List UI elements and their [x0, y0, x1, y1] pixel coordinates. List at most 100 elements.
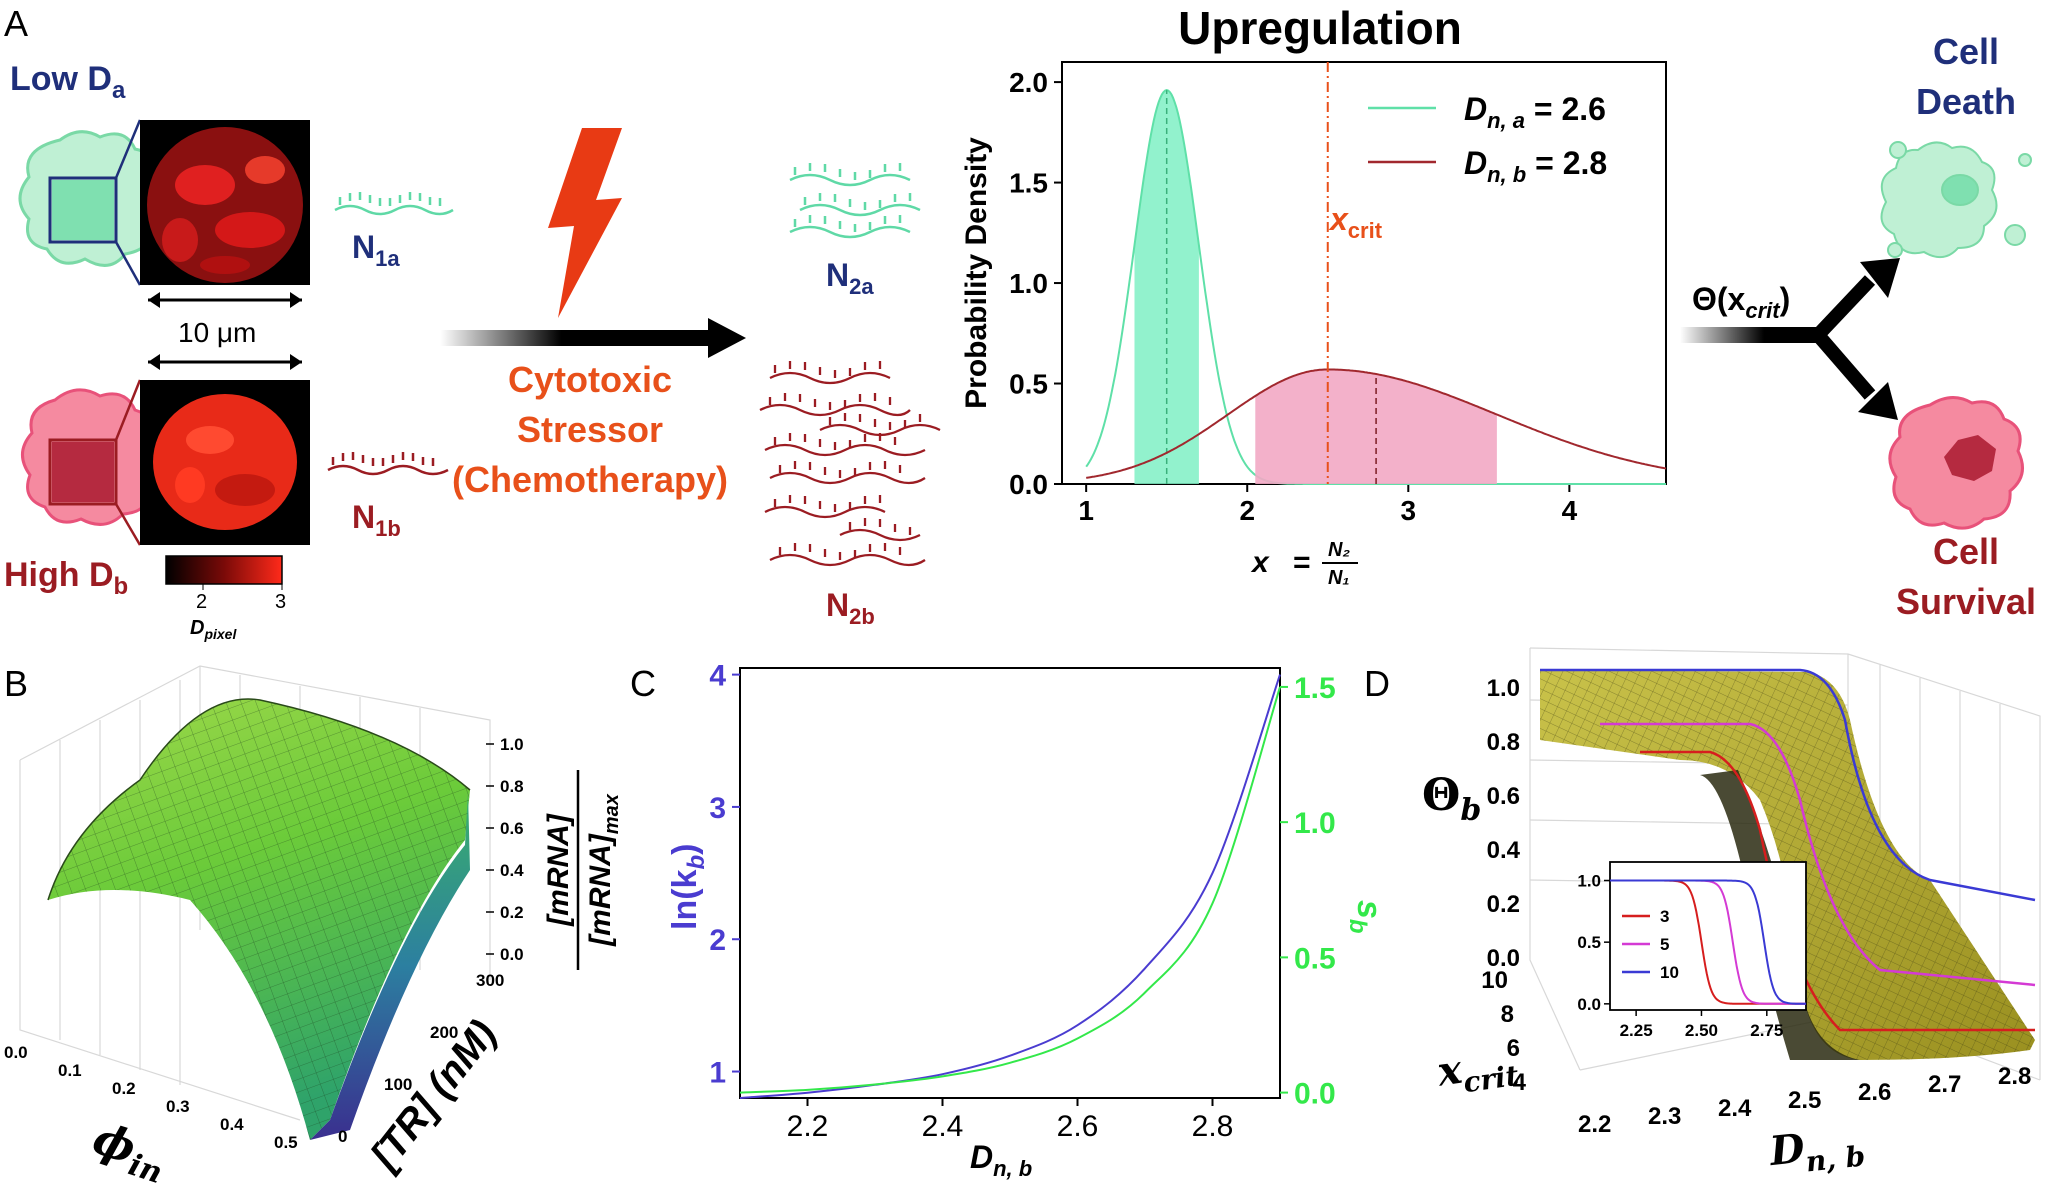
zoom-box-high — [48, 438, 118, 506]
d-xtick-label-4: 2.6 — [1858, 1079, 1891, 1106]
upregulation-title: Upregulation — [1178, 2, 1462, 54]
b-xtick-label-3: 0.3 — [166, 1097, 190, 1116]
c-plot-frame — [739, 667, 1281, 1099]
colorbar-tick-3: 3 — [275, 591, 286, 613]
c-ytick-left-label-0: 1 — [709, 1057, 726, 1090]
b-xtick-label-2: 0.2 — [112, 1079, 136, 1098]
colorbar-label: Dpixel — [190, 617, 237, 642]
d-inset-xtick-label-1: 2.50 — [1685, 1021, 1718, 1040]
d-curve-3 — [1640, 750, 2035, 1032]
b-ztick-label-2: 0.4 — [500, 861, 524, 880]
low-da-label: Low Da — [10, 60, 126, 104]
cell-low-da — [18, 119, 163, 286]
b-ytick-label-2: 200 — [430, 1023, 458, 1042]
surface-b: 0.0 0.1 0.2 0.3 0.4 0.5 0 100 200 300 0.0 0.2 0.4 0… — [4, 665, 623, 1188]
d-inset-xtick-label-0: 2.25 — [1620, 1021, 1653, 1040]
c-ytick-left-label-3: 4 — [709, 660, 726, 693]
upregulation-chart: Upregulation 1 2 3 4 0.0 0.5 1.0 1.5 2.0 Probabi… — [960, 2, 1667, 589]
d-inset-frame — [1609, 861, 1807, 1011]
microscopy-high-db — [140, 380, 310, 545]
c-ytick-right-label-1: 0.5 — [1294, 942, 1336, 975]
n2b-label: N2b — [826, 587, 875, 629]
d-ytick-label-3: 10 — [1481, 967, 1508, 994]
c-xlabel: Dn, b — [970, 1139, 1032, 1181]
c-curve-0 — [739, 674, 1281, 1099]
stressor-line-2: Stressor — [517, 409, 663, 450]
stressor-label: Cytotoxic Stressor (Chemotherapy) — [452, 359, 728, 500]
d-inset-curve-2 — [1610, 879, 1806, 1005]
panel-label-d: D — [1364, 663, 1390, 704]
c-ytick-left-label-2: 3 — [709, 792, 726, 825]
d-xtick-label-5: 2.7 — [1928, 1071, 1961, 1098]
scale-bar: 10 μm — [148, 292, 302, 370]
upregulation-ytick-label-0: 0.0 — [1009, 469, 1048, 500]
b-xtick-label-4: 0.4 — [220, 1115, 244, 1134]
b-zlabel-num: [mRNA] — [542, 813, 575, 927]
d-ztick-label-0: 0.0 — [1487, 945, 1520, 972]
cell-death-line-2: Death — [1916, 81, 2016, 122]
upregulation-xlabel-num: N₂ — [1328, 539, 1350, 561]
colorbar: 2 3 Dpixel — [165, 555, 286, 642]
b-xtick-label-0: 0.0 — [4, 1043, 28, 1062]
c-xtick-label-1: 2.4 — [922, 1110, 964, 1143]
c-xtick-label-3: 2.8 — [1192, 1110, 1234, 1143]
d-inset: 2.25 2.50 2.75 0.0 0.5 1.0 3 5 10 — [1577, 861, 1807, 1040]
c-ytick-right-label-0: 0.0 — [1294, 1078, 1336, 1111]
d-ztick-label-2: 0.4 — [1487, 837, 1521, 864]
d-ztick-label-1: 0.2 — [1487, 891, 1520, 918]
c-xtick-label-2: 2.6 — [1057, 1110, 1099, 1143]
upregulation-xtick-label-2: 3 — [1401, 495, 1417, 526]
b-zlabel: [mRNA] [mRNA]max — [542, 770, 623, 970]
dead-cell-icon — [1880, 141, 2032, 259]
cell-survival-text: Cell Survival — [1896, 531, 2036, 622]
d-xtick-label-6: 2.8 — [1998, 1063, 2031, 1090]
upregulation-xlabel: x = N₂ N₁ — [1250, 539, 1358, 589]
b-ztick-label-5: 1.0 — [500, 735, 524, 754]
d-ztick-label-3: 0.6 — [1487, 783, 1520, 810]
b-xtick-label-1: 0.1 — [58, 1061, 82, 1080]
upregulation-xlabel-den: N₁ — [1328, 567, 1349, 589]
stressor-line-1: Cytotoxic — [508, 359, 672, 400]
b-ytick-label-1: 100 — [384, 1075, 412, 1094]
survival-cell-icon — [1888, 396, 2024, 530]
d-inset-xtick-label-2: 2.75 — [1750, 1021, 1783, 1040]
upregulation-xtick-label-1: 2 — [1239, 495, 1255, 526]
d-inset-ytick-label-2: 1.0 — [1577, 872, 1601, 891]
d-ytick-label-0: 4 — [1513, 1069, 1527, 1096]
legend-dna: Dn, a = 2.6 — [1464, 91, 1606, 133]
xcrit-label: xcrit — [1328, 201, 1383, 243]
d-xlabel: Dn, b — [1766, 1119, 1866, 1183]
cell-death-text: Cell Death — [1916, 31, 2016, 122]
mrna-n1b — [327, 452, 449, 476]
b-ytick-label-0: 0 — [338, 1127, 347, 1146]
d-curve-5 — [1600, 722, 2036, 987]
upregulation-xtick-label-0: 1 — [1078, 495, 1094, 526]
upregulation-xtick-label-3: 4 — [1562, 495, 1578, 526]
d-curve-10 — [1540, 668, 2036, 902]
d-ytick-label-1: 6 — [1507, 1035, 1520, 1062]
upregulation-legend: Dn, a = 2.6 Dn, b = 2.8 — [1368, 91, 1607, 187]
colorbar-tick-2: 2 — [196, 591, 207, 613]
upregulation-ytick-label-2: 1.0 — [1009, 268, 1048, 299]
surface-d: 2.2 2.3 2.4 2.5 2.6 2.7 2.8 4 6 8 10 0.0 0.2 0.4 0.6… — [1422, 647, 2041, 1183]
upregulation-xlabel-text: x = — [1250, 546, 1310, 579]
cell-death-line-1: Cell — [1933, 31, 1999, 72]
c-ytick-right-label-3: 1.5 — [1294, 672, 1336, 705]
zoom-box-low — [48, 176, 118, 244]
b-ztick-label-4: 0.8 — [500, 777, 524, 796]
upregulation-shade-1 — [1255, 369, 1497, 484]
upregulation-shade-0 — [1134, 90, 1199, 484]
d-inset-ytick-label-0: 0.0 — [1577, 995, 1601, 1014]
upregulation-ytick-label-4: 2.0 — [1009, 67, 1048, 98]
c-ylabel-right: sb — [1344, 900, 1388, 934]
d-xtick-label-0: 2.2 — [1578, 1111, 1611, 1138]
n1b-label: N1b — [352, 499, 401, 541]
d-ytick-label-2: 8 — [1501, 1001, 1514, 1028]
chart-c: 2.2 2.4 2.6 2.8 1 2 3 4 0.0 0.5 1.0 1.5 ln(kb) sb D… — [666, 660, 1388, 1181]
b-ztick-label-3: 0.6 — [500, 819, 524, 838]
panel-label-b: B — [4, 663, 28, 704]
d-inset-legend-label-2: 10 — [1660, 963, 1679, 982]
treatment-arrow — [440, 318, 746, 358]
high-db-label: High Db — [4, 556, 128, 600]
